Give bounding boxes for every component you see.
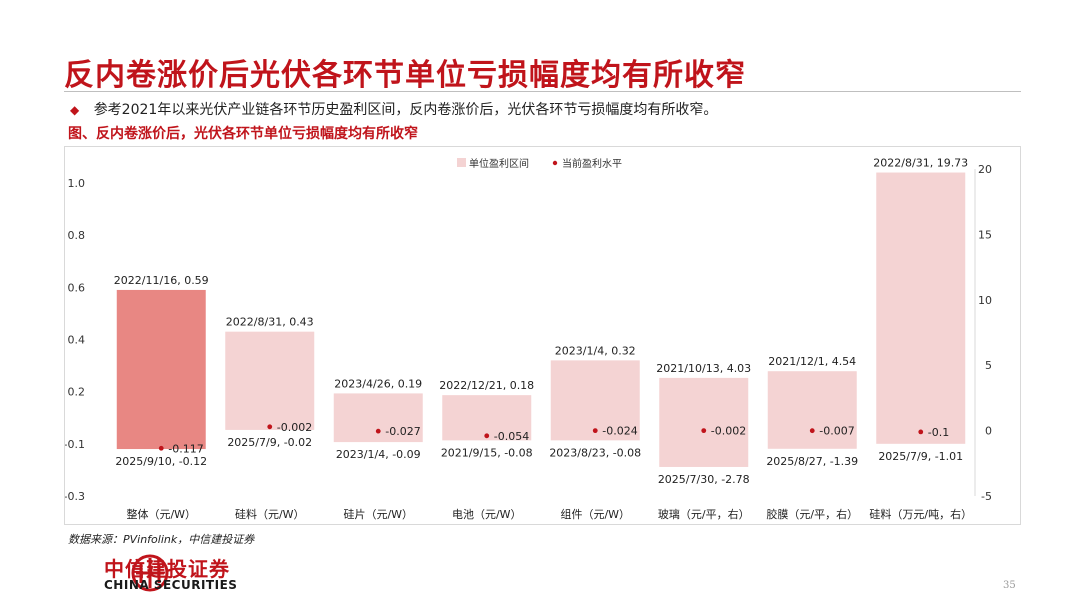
range-bar xyxy=(442,395,532,441)
bar-bottom-label: 2025/7/9, -1.01 xyxy=(878,450,963,463)
bullet-text: 参考2021年以来光伏产业链各环节历史盈利区间，反内卷涨价后，光伏各环节亏损幅度… xyxy=(93,102,718,118)
range-bar xyxy=(333,393,423,443)
current-level-label: -0.054 xyxy=(494,430,529,443)
bar-bottom-label: 2025/7/9, -0.02 xyxy=(227,436,312,449)
y-left-tick-label: -0.3 xyxy=(65,490,85,503)
current-level-point xyxy=(267,424,273,430)
current-level-label: -0.007 xyxy=(819,425,854,438)
current-level-point xyxy=(375,428,381,434)
x-category-label: 组件（元/W） xyxy=(560,507,630,521)
range-bar xyxy=(225,331,315,430)
x-category-label: 硅料（元/W） xyxy=(235,507,305,521)
slide-title: 反内卷涨价后光伏各环节单位亏损幅度均有所收窄 xyxy=(64,58,746,93)
range-bar xyxy=(876,172,966,444)
bar-bottom-label: 2025/9/10, -0.12 xyxy=(115,455,207,468)
chart-frame: 1.0 0.8 0.6 0.4 0.2 -0.1 -0.3 20 15 10 5 0 -5 单位盈利区间 当… xyxy=(64,146,1021,525)
current-level-label: -0.002 xyxy=(711,425,746,438)
bar-top-label: 2021/12/1, 4.54 xyxy=(768,355,856,368)
bar-top-label: 2023/4/26, 0.19 xyxy=(334,377,422,390)
bar-bottom-label: 2025/8/27, -1.39 xyxy=(766,455,858,468)
bar-top-label: 2021/10/13, 4.03 xyxy=(656,362,751,375)
x-category-label: 电池（元/W） xyxy=(452,508,522,521)
range-bar xyxy=(659,377,749,467)
range-bar xyxy=(550,360,640,441)
y-left-tick-label: -0.1 xyxy=(65,438,85,451)
bar-top-label: 2022/12/21, 0.18 xyxy=(439,379,534,392)
page-number: 35 xyxy=(1003,580,1016,591)
legend-marker-current xyxy=(552,160,558,166)
y-right-tick-label: -5 xyxy=(981,490,992,503)
legend-label-range: 单位盈利区间 xyxy=(469,157,529,170)
legend-label-current: 当前盈利水平 xyxy=(562,157,622,170)
y-left-tick-label: 1.0 xyxy=(68,177,86,190)
bar-top-label: 2022/11/16, 0.59 xyxy=(114,274,209,287)
y-left-tick-label: 0.4 xyxy=(68,334,86,347)
bar-top-label: 2023/1/4, 0.32 xyxy=(555,344,636,357)
current-level-label: -0.027 xyxy=(385,425,420,438)
bar-top-label: 2022/8/31, 19.73 xyxy=(873,157,968,170)
current-level-point xyxy=(484,433,490,439)
logo-english-name: CHINA SECURITIES xyxy=(104,578,238,592)
bar-bottom-label: 2025/7/30, -2.78 xyxy=(658,473,750,486)
y-right-tick-label: 15 xyxy=(978,228,992,241)
current-level-point xyxy=(592,428,598,434)
y-right-tick-label: 20 xyxy=(978,163,992,176)
title-divider xyxy=(64,91,1021,92)
x-category-label: 玻璃（元/平，右） xyxy=(658,507,750,521)
x-category-label: 胶膜（元/平，右） xyxy=(766,507,858,521)
y-left-tick-label: 0.2 xyxy=(68,386,86,399)
y-right-tick-label: 10 xyxy=(978,294,992,307)
bar-bottom-label: 2023/1/4, -0.09 xyxy=(336,448,421,461)
x-category-label: 硅料（万元/吨，右） xyxy=(869,507,972,521)
legend-swatch-range xyxy=(457,158,466,167)
current-level-point xyxy=(701,428,707,434)
range-bar xyxy=(116,289,206,450)
x-category-label: 硅片（元/W） xyxy=(343,508,413,521)
current-level-point xyxy=(158,445,164,451)
figure-caption: 图、反内卷涨价后，光伏各环节单位亏损幅度均有所收窄 xyxy=(68,126,418,142)
current-level-point xyxy=(918,429,924,435)
y-right-tick-label: 5 xyxy=(985,359,992,372)
current-level-label: -0.024 xyxy=(602,425,637,438)
x-category-label: 整体（元/W） xyxy=(126,507,196,521)
logo-chinese-name: 中信建投证券 xyxy=(104,557,230,581)
company-logo-icon xyxy=(131,554,169,592)
y-right-tick-label: 0 xyxy=(985,425,992,438)
bar-top-label: 2022/8/31, 0.43 xyxy=(226,316,314,329)
y-left-tick-label: 0.8 xyxy=(68,229,86,242)
y-left-tick-label: 0.6 xyxy=(68,281,86,294)
range-bar xyxy=(767,371,857,449)
data-source: 数据来源：PVinfolink，中信建投证券 xyxy=(68,533,255,546)
bar-bottom-label: 2023/8/23, -0.08 xyxy=(549,446,641,459)
bar-bottom-label: 2021/9/15, -0.08 xyxy=(441,446,533,459)
current-level-label: -0.117 xyxy=(168,442,203,455)
current-level-label: -0.002 xyxy=(277,421,312,434)
current-level-label: -0.1 xyxy=(928,426,949,439)
bullet-point: ◆ 参考2021年以来光伏产业链各环节历史盈利区间，反内卷涨价后，光伏各环节亏损… xyxy=(70,99,717,119)
profit-range-chart: 1.0 0.8 0.6 0.4 0.2 -0.1 -0.3 20 15 10 5 0 -5 单位盈利区间 当… xyxy=(65,157,992,521)
bullet-diamond-icon: ◆ xyxy=(70,103,80,117)
current-level-point xyxy=(809,428,815,434)
